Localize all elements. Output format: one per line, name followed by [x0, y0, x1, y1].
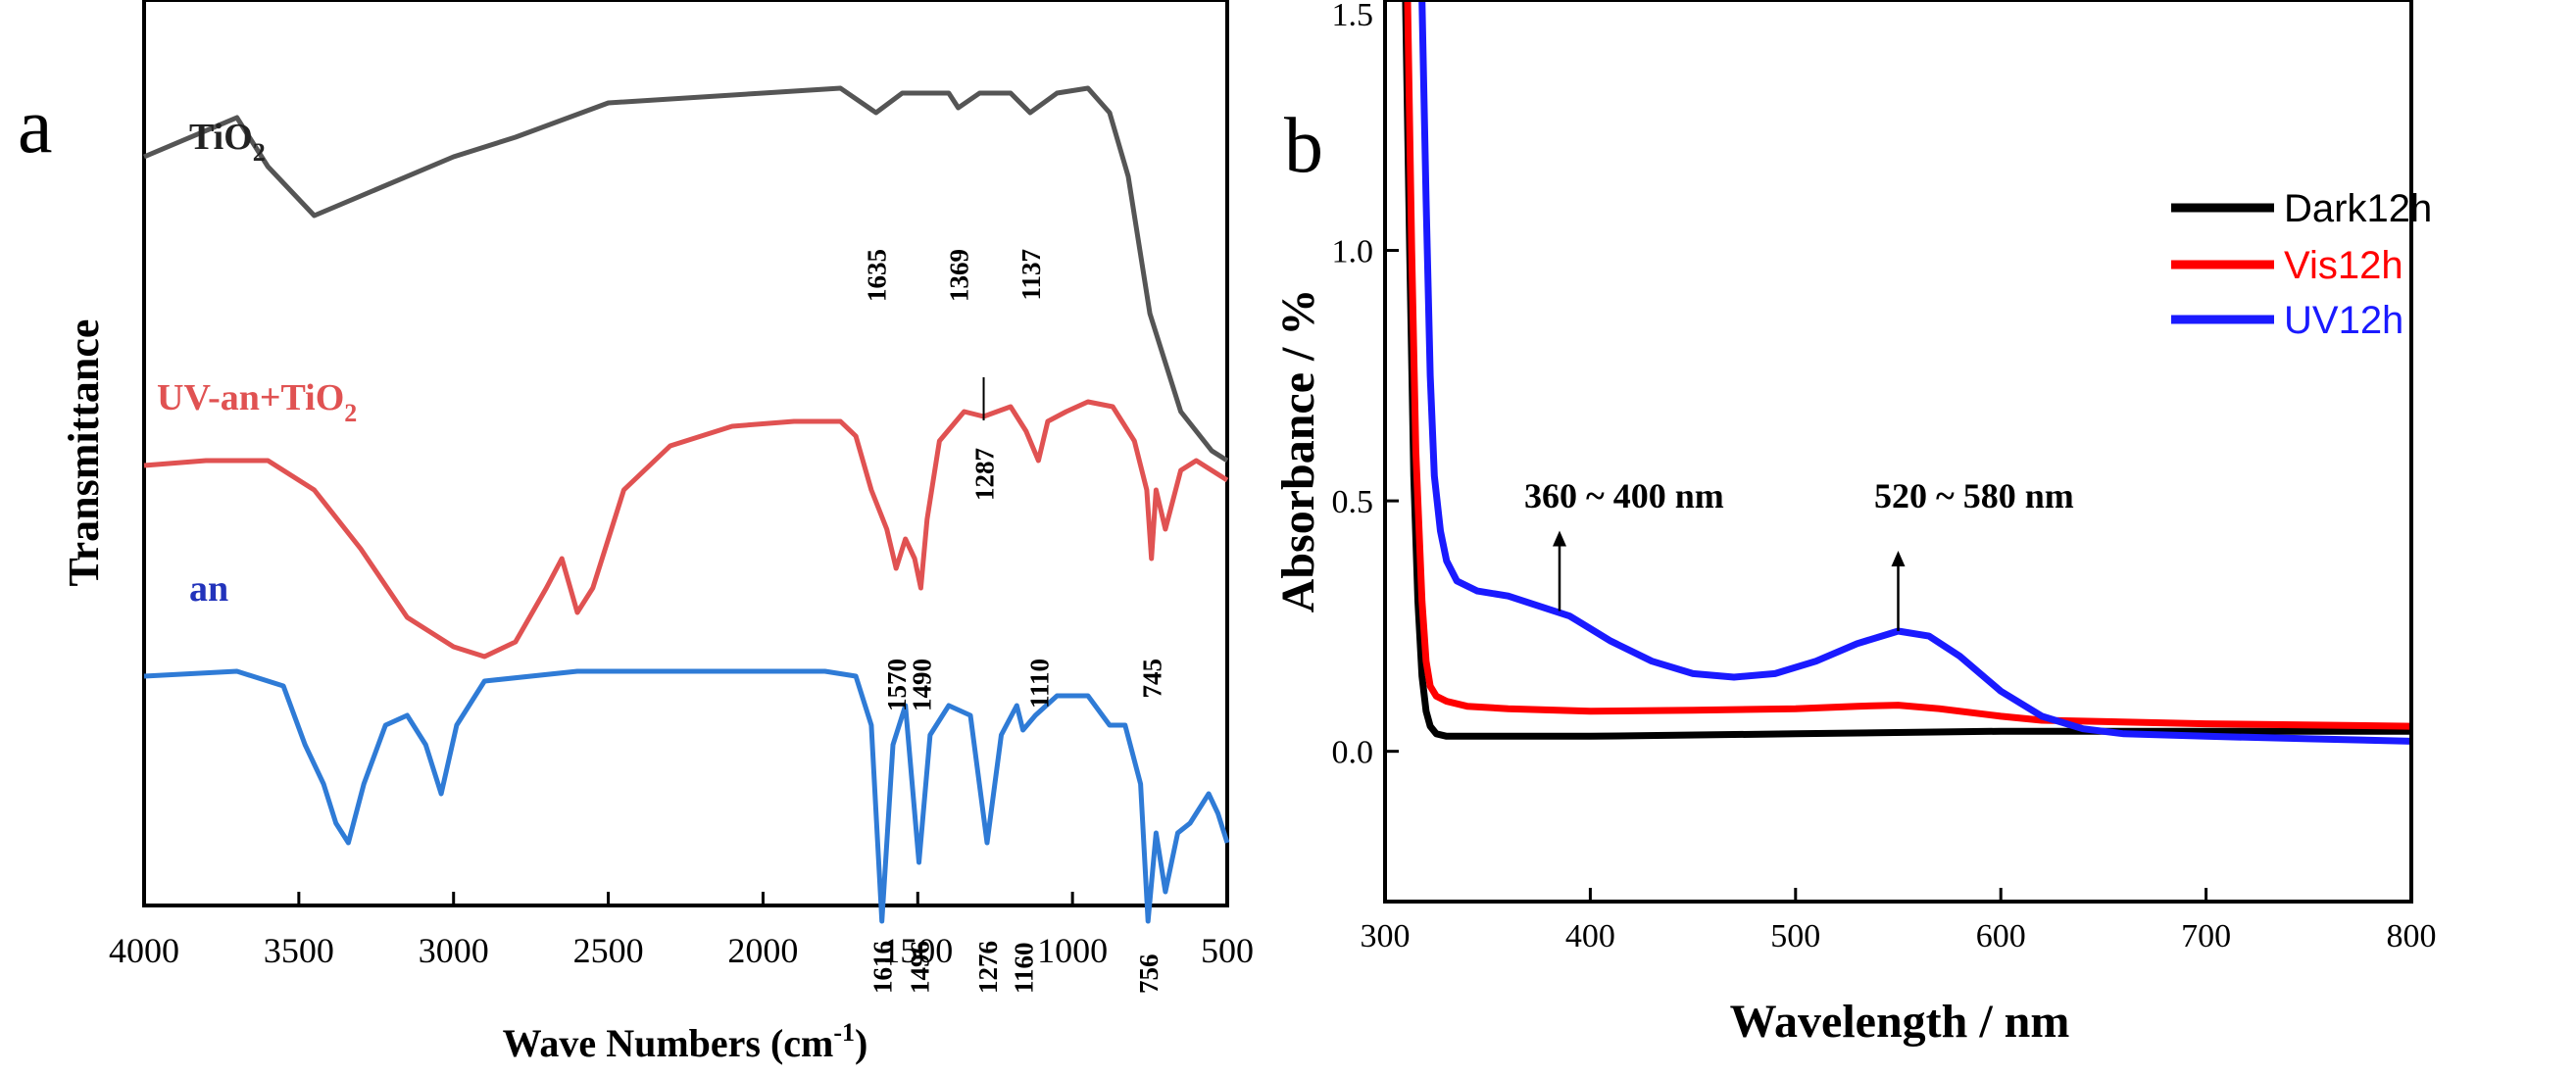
panel-b-legend: Dark12h Vis12h UV12h	[2171, 187, 2432, 342]
panel-a-y-axis-title: Transmittance	[60, 319, 108, 587]
series-line-uv-an-tio2	[143, 399, 1229, 660]
annotation-arrowhead-360-400	[1552, 530, 1566, 547]
series-line-an	[143, 668, 1230, 924]
peak-label-uv-an-tio2-1287: 1287	[970, 448, 1000, 501]
series-label-tio2: TiO2	[189, 117, 266, 167]
x-tick-label-700: 700	[2181, 918, 2231, 954]
annotation-360-400-nm: 360 ~ 400 nm	[1524, 476, 1724, 515]
panel-b-x-ticks: 300 400 500 600 700 800	[1361, 888, 2437, 954]
panel-a-letter: a	[18, 83, 53, 170]
peak-label-an-1616: 1616	[868, 941, 898, 994]
x-tick-label-2000: 2000	[727, 931, 798, 970]
x-tick-label-1000: 1000	[1037, 931, 1108, 970]
x-tick-label-3000: 3000	[419, 931, 489, 970]
panel-b-series	[1402, 0, 2411, 745]
panel-b-letter: b	[1284, 103, 1323, 189]
peak-label-an-1496: 1496	[906, 941, 935, 994]
peak-label-uv-an-tio2-1490: 1490	[907, 659, 936, 711]
peak-label-an-1276: 1276	[973, 941, 1003, 994]
y-tick-label-1-0: 1.0	[1332, 234, 1374, 270]
peak-label-uv-an-tio2-1110: 1110	[1024, 659, 1054, 709]
panel-b-frame	[1383, 0, 2413, 904]
series-line-vis12h	[1404, 0, 2411, 730]
panel-a-frame	[142, 0, 1229, 907]
panel-b-y-ticks: 0.0 0.5 1.0 1.5	[1332, 0, 1399, 771]
panel-a-x-axis-title: Wave Numbers (cm-1)	[503, 1018, 868, 1065]
x-tick-label-3500: 3500	[264, 931, 334, 970]
peak-label-an-756: 756	[1134, 954, 1164, 995]
annotation-520-580-nm: 520 ~ 580 nm	[1874, 476, 2074, 515]
panel-b-x-axis-title: Wavelength / nm	[1730, 996, 2070, 1048]
panel-a-ftir-chart: a 4000 3500 3000 2500 2000 1500 1000 500 1635 13…	[18, 0, 1254, 1065]
series-line-uv12h	[1418, 0, 2411, 745]
x-tick-label-2500: 2500	[573, 931, 644, 970]
series-line-tio2	[143, 85, 1229, 464]
panel-b-y-axis-title: Absorbance / %	[1272, 289, 1324, 613]
legend-label-uv12h: UV12h	[2284, 299, 2403, 342]
x-tick-label-1500: 1500	[882, 931, 953, 970]
peak-label-uv-an-tio2-745: 745	[1138, 659, 1167, 699]
peak-label-tio2-1369: 1369	[945, 249, 974, 302]
y-tick-label-0-0: 0.0	[1332, 735, 1374, 771]
series-label-an: an	[189, 568, 228, 610]
peak-label-tio2-1635: 1635	[863, 249, 892, 302]
x-tick-label-500: 500	[1201, 931, 1254, 970]
peak-label-an-1160: 1160	[1010, 942, 1039, 994]
peak-label-uv-an-tio2-1570: 1570	[882, 659, 912, 711]
y-tick-label-1-5: 1.5	[1332, 0, 1374, 33]
panel-b-uvvis-chart: b 300 400 500 600 700 800 0.0 0.5 1.0 1.5 360 ~ …	[1272, 0, 2437, 1048]
x-tick-label-300: 300	[1361, 918, 1411, 954]
x-tick-label-800: 800	[2387, 918, 2437, 954]
legend-label-dark12h: Dark12h	[2284, 187, 2432, 230]
series-label-uv-an-tio2: UV-an+TiO2	[157, 377, 357, 427]
annotation-arrowhead-520-580	[1891, 551, 1906, 566]
x-tick-label-600: 600	[1976, 918, 2026, 954]
legend-label-vis12h: Vis12h	[2284, 244, 2403, 287]
x-tick-label-500: 500	[1770, 918, 1820, 954]
y-tick-label-0-5: 0.5	[1332, 484, 1374, 520]
panel-a-series	[143, 85, 1230, 924]
panel-b-annotations: 360 ~ 400 nm 520 ~ 580 nm	[1524, 476, 2074, 631]
x-tick-label-4000: 4000	[109, 931, 179, 970]
x-tick-label-400: 400	[1565, 918, 1615, 954]
peak-label-tio2-1137: 1137	[1016, 249, 1046, 301]
panel-a-x-ticks: 4000 3500 3000 2500 2000 1500 1000 500	[109, 892, 1254, 970]
